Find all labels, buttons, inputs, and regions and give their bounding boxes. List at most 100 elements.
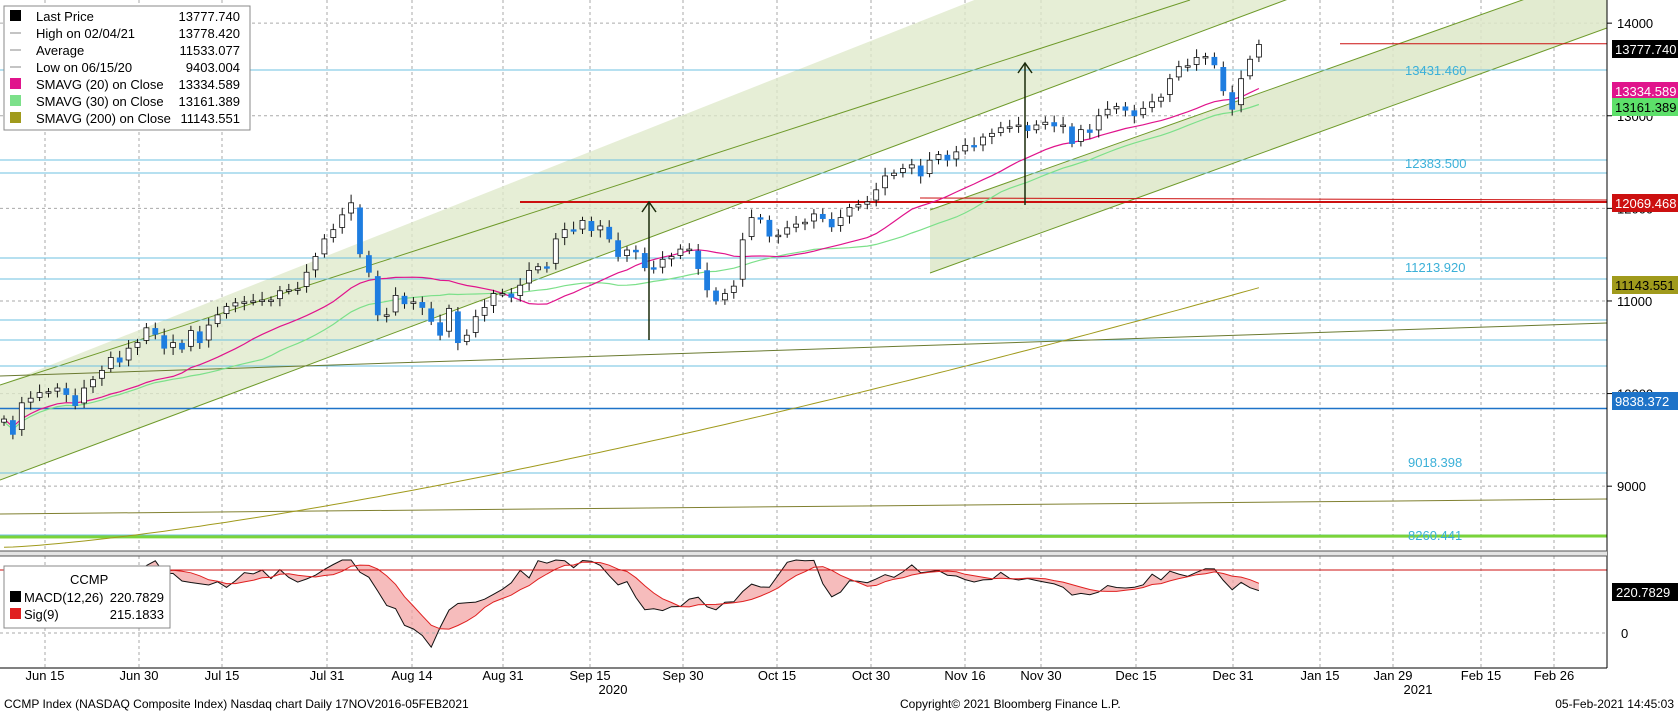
candle-body <box>499 293 506 296</box>
candle-body <box>321 238 328 255</box>
x-tick-label: Feb 26 <box>1534 668 1574 683</box>
legend-value: 13334.589 <box>179 77 240 92</box>
candle-body <box>45 391 52 394</box>
candle-body <box>1006 126 1013 129</box>
macd-legend-value: 220.7829 <box>110 590 164 605</box>
candle-body <box>819 213 826 219</box>
candle-body <box>54 387 61 392</box>
macd-legend-box <box>3 565 171 629</box>
candle-body <box>116 357 123 363</box>
candle-body <box>971 145 977 148</box>
price-tag-bg <box>1612 392 1678 410</box>
candle-body <box>446 307 452 332</box>
candle-body <box>1158 96 1164 102</box>
candle-body <box>1051 122 1058 127</box>
candle-body <box>544 266 550 269</box>
footer-left: CCMP Index (NASDAQ Composite Index) Nasd… <box>4 697 469 711</box>
candle-body <box>1078 129 1084 142</box>
candle-body <box>989 132 995 137</box>
candle-body <box>330 229 337 238</box>
footer-right: 05-Feb-2021 14:45:03 <box>1555 697 1674 711</box>
candle-body <box>1131 110 1138 117</box>
candle-body <box>472 316 479 333</box>
candle-body <box>1211 56 1218 66</box>
candle-body <box>570 229 577 232</box>
x-tick-label: Dec 15 <box>1115 668 1156 683</box>
candle-body <box>196 331 203 344</box>
macd-legend-label: MACD(12,26) <box>24 590 103 605</box>
candle-body <box>891 172 897 176</box>
candle-body <box>454 311 461 344</box>
candle-body <box>72 395 79 407</box>
candle-body <box>1069 126 1075 144</box>
candle-body <box>1256 44 1262 58</box>
candle-body <box>152 328 159 335</box>
x-year-label: 2021 <box>1404 682 1433 697</box>
x-tick-label: Nov 30 <box>1020 668 1061 683</box>
level-label: 11213.920 <box>1405 260 1466 275</box>
candle-body <box>205 324 212 341</box>
candle-body <box>659 258 666 268</box>
level-label: 8260.441 <box>1408 528 1462 543</box>
long-trend-line <box>0 498 1607 515</box>
x-tick-label: Oct 30 <box>852 668 890 683</box>
candle-body <box>766 219 773 237</box>
legend-label: SMAVG (30) on Close <box>36 94 164 109</box>
candle-body <box>882 175 888 189</box>
candle-body <box>1095 115 1102 131</box>
price-tag-bg <box>1612 276 1678 294</box>
candle-body <box>650 267 657 270</box>
macd-panel <box>0 556 1607 668</box>
candle-body <box>713 290 719 302</box>
resistance-line <box>919 197 1607 201</box>
price-tag-bg <box>1612 98 1678 116</box>
candle-body <box>214 314 221 324</box>
sma-20-line <box>3 87 1260 428</box>
legend-value: 9403.004 <box>186 60 240 75</box>
channel-line <box>929 27 1607 274</box>
macd-y-tick-label: 0 <box>1621 626 1628 641</box>
candle-body <box>18 402 25 430</box>
candle-body <box>757 217 764 220</box>
candle-body <box>739 239 746 280</box>
x-year-label: 2020 <box>599 682 628 697</box>
projection-arrow-head <box>1017 61 1033 74</box>
candle-body <box>1 418 7 423</box>
candle-body <box>312 256 319 271</box>
candle-body <box>1060 124 1066 127</box>
x-tick-label: Dec 31 <box>1212 668 1253 683</box>
x-tick-label: Jan 29 <box>1373 668 1412 683</box>
y-tick-label: 14000 <box>1617 16 1653 31</box>
candle-body <box>232 302 239 307</box>
candle-body <box>463 334 470 342</box>
candle-body <box>1238 78 1244 106</box>
long-trend-line <box>0 322 1607 377</box>
candle-body <box>428 308 435 322</box>
candle-body <box>1220 67 1227 92</box>
candle-body <box>579 219 586 230</box>
candle-body <box>276 290 283 300</box>
candle-body <box>1042 121 1049 126</box>
x-tick-label: Feb 15 <box>1461 668 1501 683</box>
candle-body <box>303 271 310 287</box>
legend-label: Low on 06/15/20 <box>36 60 132 75</box>
x-tick-label: Jun 15 <box>25 668 64 683</box>
macd-legend-swatch <box>10 591 21 602</box>
candle-body <box>748 217 755 237</box>
candle-body <box>864 201 871 205</box>
legend-label: SMAVG (20) on Close <box>36 77 164 92</box>
channel-line <box>929 0 1524 211</box>
legend-value: 11143.551 <box>180 111 240 126</box>
level-label: 9018.398 <box>1408 455 1462 470</box>
candle-body <box>81 387 87 404</box>
price-tag: 13161.389 <box>1615 100 1676 115</box>
candle-body <box>285 289 292 292</box>
candle-body <box>410 301 417 304</box>
candle-body <box>437 322 444 336</box>
axes: 9000100001100012000130001400013777.74013… <box>0 0 1678 697</box>
x-tick-label: Nov 16 <box>944 668 985 683</box>
candle-body <box>926 159 933 174</box>
candle-body <box>481 307 488 316</box>
candle-body <box>508 293 515 298</box>
